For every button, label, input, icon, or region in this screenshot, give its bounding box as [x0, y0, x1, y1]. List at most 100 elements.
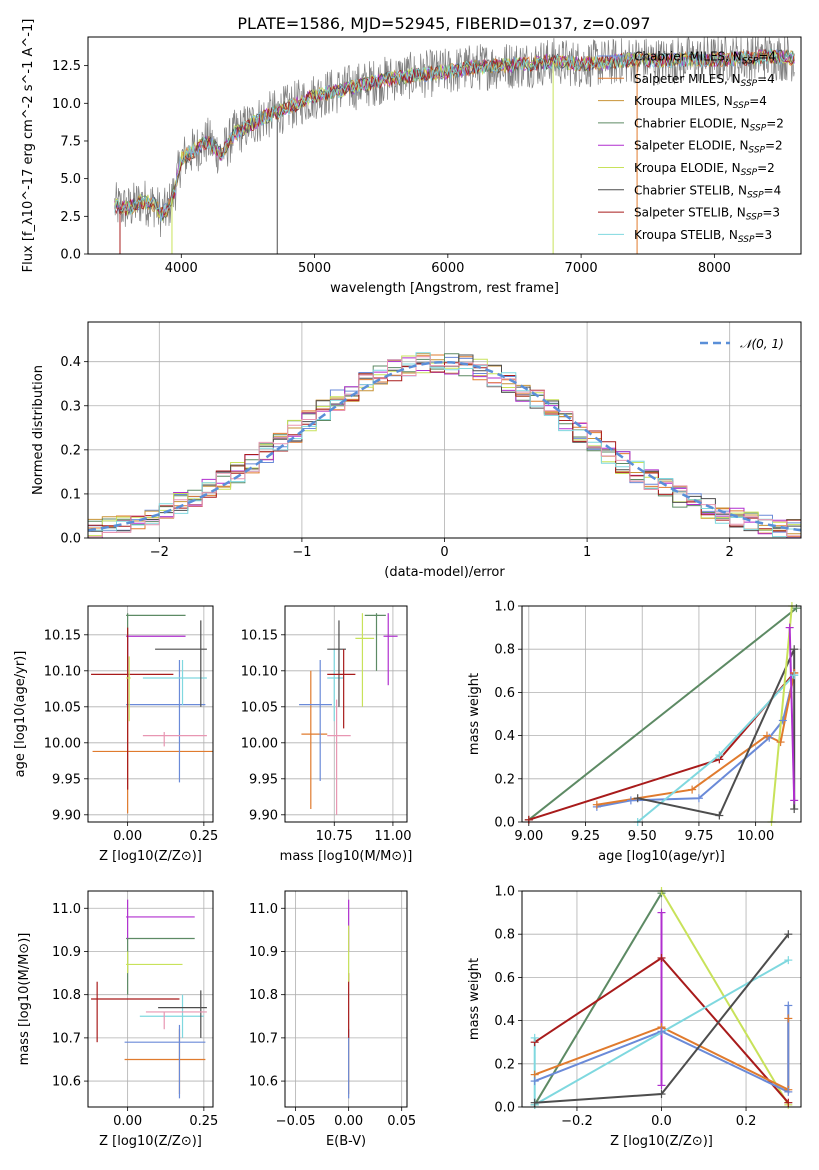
mass_vs_ebv-frame: [284, 890, 408, 1108]
legend-library: ELODIE: [689, 116, 733, 130]
legend-library: ELODIE: [680, 161, 724, 175]
legend-imf: Kroupa: [634, 228, 676, 242]
y-tick-label: 0.2: [494, 1057, 515, 1072]
x-tick-label: 0.00: [113, 1114, 142, 1129]
residual_hist-plot-area: [88, 322, 801, 538]
histogram-step: [88, 352, 801, 538]
x-tick-label: 9.75: [684, 829, 713, 844]
spectrum-plot-area: [114, 37, 795, 254]
x-tick-label: 4000: [165, 261, 198, 276]
spectrum-frame: [87, 36, 802, 255]
y-tick-label: 10.8: [52, 988, 81, 1003]
mass_weight_vs_Z-plot-area: [522, 891, 801, 1107]
y-tick-label: 10.9: [249, 945, 278, 960]
x-tick-label: 5000: [298, 261, 331, 276]
x-tick-label: 10.00: [737, 829, 774, 844]
legend-nssp: 4: [759, 94, 767, 108]
legend-entry-label: Kroupa STELIB, NSSP=3: [634, 228, 772, 245]
y-tick-label: 0.0: [494, 816, 515, 831]
y-tick-label: 10.05: [241, 700, 278, 715]
mass_weight_vs_Z-panel: −0.2 0.0 0.2 0.0 0.2 0.4 0.6 0.8 1.0 Z [log10(Z/Z…: [467, 885, 802, 1149]
legend-entry-label: Kroupa MILES, NSSP=4: [634, 94, 767, 111]
x-tick-label: 0.00: [334, 1114, 363, 1129]
y-tick-label: 1.0: [494, 885, 515, 900]
y-tick-label: 10.8: [249, 988, 278, 1003]
age_vs_mass-panel: 10.75 11.00 9.90 9.95 10.00 10.05 10.10 10.15 ma…: [241, 605, 412, 864]
x-tick-label: −1: [292, 545, 311, 560]
normal-curve: [88, 360, 801, 532]
legend-entry-label: Kroupa ELODIE, NSSP=2: [634, 161, 775, 178]
legend-library: STELIB: [680, 228, 721, 242]
y-tick-label: 10.05: [44, 700, 81, 715]
y-tick-label: 0.2: [60, 443, 81, 458]
legend-nssp: 2: [775, 139, 783, 153]
legend-entry-label: Chabrier STELIB, NSSP=4: [634, 183, 781, 200]
y-tick-label: 2.5: [60, 210, 81, 225]
x-axis-label: Z [log10(Z/Z⊙)]: [99, 1134, 202, 1149]
age_vs_mass-plot-area: [285, 606, 407, 822]
y-tick-label: 9.90: [52, 808, 81, 823]
y-tick-label: 0.0: [60, 532, 81, 547]
x-tick-label: 11.00: [374, 829, 411, 844]
y-tick-label: 10.00: [44, 736, 81, 751]
x-tick-label: 0.25: [189, 1114, 218, 1129]
y-tick-label: 10.7: [249, 1031, 278, 1046]
y-tick-label: 11.0: [52, 902, 81, 917]
y-tick-label: 10.0: [52, 97, 81, 112]
y-tick-label: 7.5: [60, 134, 81, 149]
histogram-step: [88, 356, 801, 538]
mass-weight-line: [528, 672, 795, 821]
y-tick-label: 9.95: [249, 772, 278, 787]
legend-entry-label: Chabrier ELODIE, NSSP=2: [634, 116, 784, 133]
x-tick-label: 9.25: [571, 829, 600, 844]
y-tick-label: 10.10: [44, 664, 81, 679]
legend-nssp: 2: [776, 116, 784, 130]
mass_weight_vs_age-panel: 9.00 9.25 9.50 9.75 10.00 0.0 0.2 0.4 0.6 0.8 1.0 a…: [467, 600, 802, 864]
x-axis-label: Z [log10(Z/Z⊙)]: [610, 1134, 713, 1149]
legend-entry-label: Salpeter MILES, NSSP=4: [634, 72, 775, 89]
x-axis-label: wavelength [Angstrom, rest frame]: [330, 281, 559, 296]
y-tick-label: 0.8: [494, 928, 515, 943]
y-tick-label: 0.0: [60, 248, 81, 263]
legend-nssp: 4: [768, 50, 776, 64]
legend-nssp: 4: [774, 183, 782, 197]
y-axis-label: mass [log10(M/M⊙)]: [17, 933, 32, 1066]
model-spectrum-line: [114, 47, 795, 222]
y-tick-label: 10.7: [52, 1031, 81, 1046]
y-tick-label: 5.0: [60, 172, 81, 187]
residual_hist-panel: −2 −1 0 1 2 0.0 0.1 0.2 0.3 0.4 (data-model)/error…: [31, 321, 802, 580]
x-tick-label: 0.05: [387, 1114, 416, 1129]
legend-nssp: 3: [765, 228, 773, 242]
y-tick-label: 10.00: [241, 736, 278, 751]
age_vs_mass-frame: [284, 605, 408, 823]
mass-weight-line: [534, 1005, 790, 1094]
mass_weight_vs_Z-frame: [521, 890, 802, 1108]
legend-entry-label: Salpeter ELODIE, NSSP=2: [634, 139, 783, 156]
y-tick-label: 0.4: [60, 355, 81, 370]
x-tick-label: 0.0: [651, 1114, 672, 1129]
y-tick-label: 10.15: [44, 628, 81, 643]
y-axis-label: Normed distribution: [31, 365, 46, 495]
mass-weight-line: [528, 607, 798, 821]
age_vs_Z-panel: 0.00 0.25 9.90 9.95 10.00 10.05 10.10 10.15 Z [l…: [13, 605, 218, 864]
y-tick-label: 11.0: [249, 902, 278, 917]
legend-imf: Kroupa: [634, 94, 676, 108]
legend-entry-label: Chabrier MILES, NSSP=4: [634, 50, 776, 67]
x-tick-label: 9.00: [514, 829, 543, 844]
x-tick-label: 0.2: [736, 1114, 757, 1129]
x-axis-label: (data-model)/error: [384, 565, 505, 580]
x-tick-label: −0.2: [561, 1114, 593, 1129]
mass_vs_ebv-panel: −0.05 0.00 0.05 10.6 10.7 10.8 10.9 11.0 E(B-V): [249, 890, 416, 1149]
legend-imf: Salpeter: [634, 206, 684, 220]
x-tick-label: 0.00: [113, 829, 142, 844]
legend-imf: Salpeter: [634, 139, 684, 153]
mass-weight-line: [770, 606, 793, 822]
mass_vs_Z-panel: 0.00 0.25 10.6 10.7 10.8 10.9 11.0 Z [log10(Z/Z…: [17, 890, 218, 1149]
legend-library: MILES: [689, 50, 725, 64]
legend-library: MILES: [688, 72, 724, 86]
legend-library: MILES: [680, 94, 716, 108]
x-tick-label: −2: [150, 545, 169, 560]
x-tick-label: 1: [583, 545, 591, 560]
x-axis-label: E(B-V): [326, 1134, 366, 1149]
